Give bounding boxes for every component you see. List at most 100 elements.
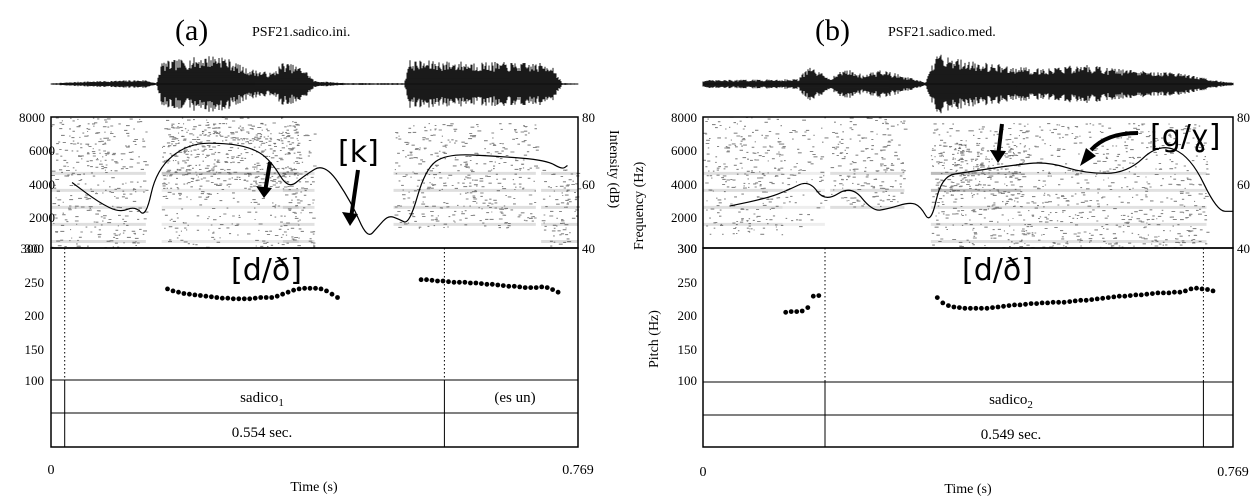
pitch-point <box>1017 302 1023 308</box>
pitch-point <box>555 289 561 295</box>
pitch-point <box>968 305 973 311</box>
panel-b-pitch-tick: 150 <box>678 342 698 357</box>
panel-b-annotation-arrow <box>1089 131 1139 152</box>
pitch-point <box>816 293 822 298</box>
pitch-point <box>176 289 181 295</box>
pitch-point <box>291 287 296 293</box>
pitch-point <box>429 277 435 283</box>
pitch-point <box>973 305 979 311</box>
panel-b-freq-tick: 4000 <box>671 177 697 192</box>
pitch-point <box>209 294 214 300</box>
pitch-point <box>446 279 451 285</box>
panel-a-pitch-tick: 150 <box>25 342 45 357</box>
panel-a-freq-tick: 300 <box>21 241 41 256</box>
panel-a-spectrogram <box>51 116 582 249</box>
pitch-point <box>995 304 1001 310</box>
pitch-point <box>280 291 285 297</box>
pitch-point <box>1100 295 1106 301</box>
pitch-point <box>1067 299 1073 304</box>
panel-a-intensity-axis-label: Intensity (dB) <box>606 130 621 208</box>
pitch-point <box>440 278 446 284</box>
spectrogram-texture <box>930 142 1025 197</box>
pitch-point <box>1205 287 1210 292</box>
pitch-point <box>550 287 555 292</box>
pitch-point <box>302 285 307 291</box>
pitch-point <box>1050 299 1056 305</box>
pitch-point <box>1078 297 1084 303</box>
pitch-point <box>484 281 490 287</box>
panel-b-x-axis-label: Time (s) <box>944 482 992 497</box>
pitch-point <box>951 304 957 310</box>
pitch-point <box>517 284 523 290</box>
pitch-point <box>165 286 170 292</box>
pitch-point <box>940 300 946 306</box>
panel-a-intensity-tick: 40 <box>582 241 595 256</box>
panel-a-intensity-tick: 60 <box>582 177 595 192</box>
pitch-point <box>214 295 220 300</box>
panel-a-pitch-points <box>165 277 561 302</box>
pitch-point <box>1111 294 1117 300</box>
panel-b-pitch-points <box>783 285 1216 315</box>
panel-a-x-start: 0 <box>48 463 55 478</box>
pitch-point <box>263 295 269 300</box>
pitch-point <box>225 295 231 301</box>
panel-a-pitch-tick: 200 <box>25 308 45 323</box>
pitch-point <box>544 285 550 290</box>
panel-b-waveform <box>702 54 1234 114</box>
pitch-point <box>1177 289 1183 295</box>
pitch-point <box>285 289 291 295</box>
pitch-point <box>1161 290 1166 296</box>
pitch-point <box>1155 290 1161 296</box>
pitch-point <box>805 305 811 310</box>
pitch-point <box>957 305 962 310</box>
panel-a-annotation-k: [k] <box>338 135 379 170</box>
pitch-point <box>203 293 209 299</box>
pitch-point <box>788 309 794 314</box>
pitch-point <box>296 286 302 292</box>
pitch-point <box>1194 285 1199 291</box>
pitch-point <box>528 285 534 290</box>
pitch-point <box>1056 299 1061 305</box>
pitch-point <box>313 285 318 291</box>
pitch-point <box>468 280 473 286</box>
panel-a-x-end: 0.769 <box>562 463 594 478</box>
panel-b-annotation-g: [g/ɣ] <box>1150 119 1220 154</box>
pitch-point <box>424 277 429 283</box>
pitch-point <box>1028 301 1034 306</box>
pitch-point <box>274 293 280 299</box>
panel-a-file-label: PSF21.sadico.ini. <box>252 25 350 40</box>
panel-b-intensity-tick: 80 <box>1237 110 1250 125</box>
panel-b-pitch-tick: 250 <box>678 275 698 290</box>
panel-b-annotation-dh: [d/ð] <box>962 253 1033 288</box>
pitch-point <box>1144 291 1150 297</box>
pitch-point <box>1188 286 1194 292</box>
pitch-point <box>934 295 940 300</box>
pitch-point <box>324 288 329 294</box>
panel-b-boundaries <box>824 248 1204 447</box>
panel-a-pitch-tick: 300 <box>25 241 45 256</box>
pitch-point <box>1127 293 1133 298</box>
panel-a-duration-label: 0.554 sec. <box>232 425 292 441</box>
panel-a-annotation-arrow <box>349 169 360 219</box>
pitch-point <box>335 295 340 300</box>
spectrogram-texture <box>51 117 149 249</box>
pitch-point <box>533 285 539 290</box>
pitch-point <box>1012 302 1017 308</box>
pitch-point <box>241 296 247 302</box>
pitch-point <box>198 293 203 298</box>
pitch-point <box>236 296 242 302</box>
panel-a-extra-interval-label: (es un) <box>494 390 535 406</box>
pitch-point <box>962 305 968 311</box>
pitch-point <box>1089 297 1095 302</box>
pitch-point <box>1133 292 1139 298</box>
panel-b-pitch-tick: 100 <box>678 373 698 388</box>
panel-a-annotation-arrow-head <box>342 212 358 226</box>
pitch-point <box>247 296 253 302</box>
pitch-point <box>1172 289 1177 295</box>
pitch-point <box>1166 290 1172 296</box>
spectrogram-texture <box>162 123 301 190</box>
pitch-point <box>946 303 951 308</box>
pitch-point <box>1183 288 1188 294</box>
pitch-point <box>539 284 545 290</box>
